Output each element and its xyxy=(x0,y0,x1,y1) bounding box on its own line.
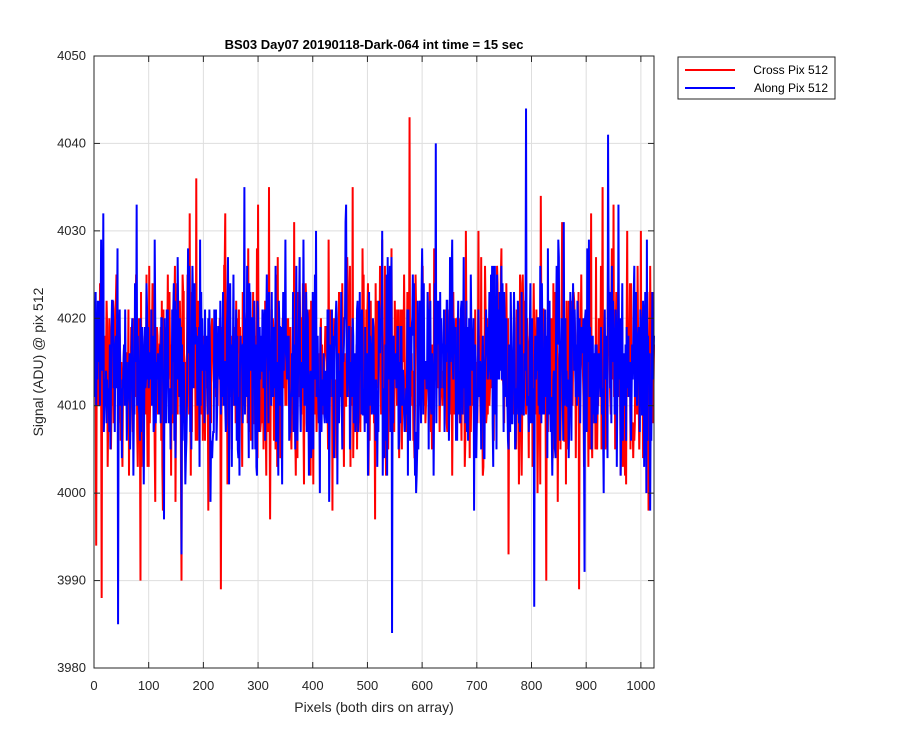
x-tick-label: 400 xyxy=(302,678,324,693)
legend-label-cross: Cross Pix 512 xyxy=(753,63,828,77)
series-layer xyxy=(93,108,655,634)
x-axis-label: Pixels (both dirs on array) xyxy=(294,699,454,715)
x-tick-label: 100 xyxy=(138,678,160,693)
legend-box xyxy=(677,56,836,100)
chart-title: BS03 Day07 20190118-Dark-064 int time = … xyxy=(225,37,524,52)
x-tick-label: 0 xyxy=(90,678,97,693)
x-tick-label: 1000 xyxy=(626,678,655,693)
legend: Cross Pix 512 Along Pix 512 xyxy=(677,56,836,100)
tick-labels: 0 100 200 300 400 500 600 700 800 900 1000 3980 3990… xyxy=(57,48,655,693)
x-tick-label: 300 xyxy=(247,678,269,693)
x-tick-label: 900 xyxy=(575,678,597,693)
x-tick-label: 800 xyxy=(521,678,543,693)
series-line-along-pix-512 xyxy=(93,108,655,634)
y-tick-label: 3980 xyxy=(57,660,86,675)
x-tick-label: 200 xyxy=(193,678,215,693)
y-tick-label: 4000 xyxy=(57,485,86,500)
plot-border xyxy=(93,55,655,669)
legend-label-along: Along Pix 512 xyxy=(754,81,828,95)
y-tick-label: 4030 xyxy=(57,223,86,238)
y-tick-label: 4050 xyxy=(57,48,86,63)
axis-ticks xyxy=(93,55,654,669)
x-tick-label: 600 xyxy=(411,678,433,693)
y-tick-label: 4040 xyxy=(57,135,86,150)
y-tick-label: 4010 xyxy=(57,398,86,413)
y-tick-label: 3990 xyxy=(57,573,86,588)
y-tick-label: 4020 xyxy=(57,310,86,325)
y-axis-label: Signal (ADU) @ pix 512 xyxy=(30,287,46,436)
x-tick-label: 700 xyxy=(466,678,488,693)
x-tick-label: 500 xyxy=(357,678,379,693)
